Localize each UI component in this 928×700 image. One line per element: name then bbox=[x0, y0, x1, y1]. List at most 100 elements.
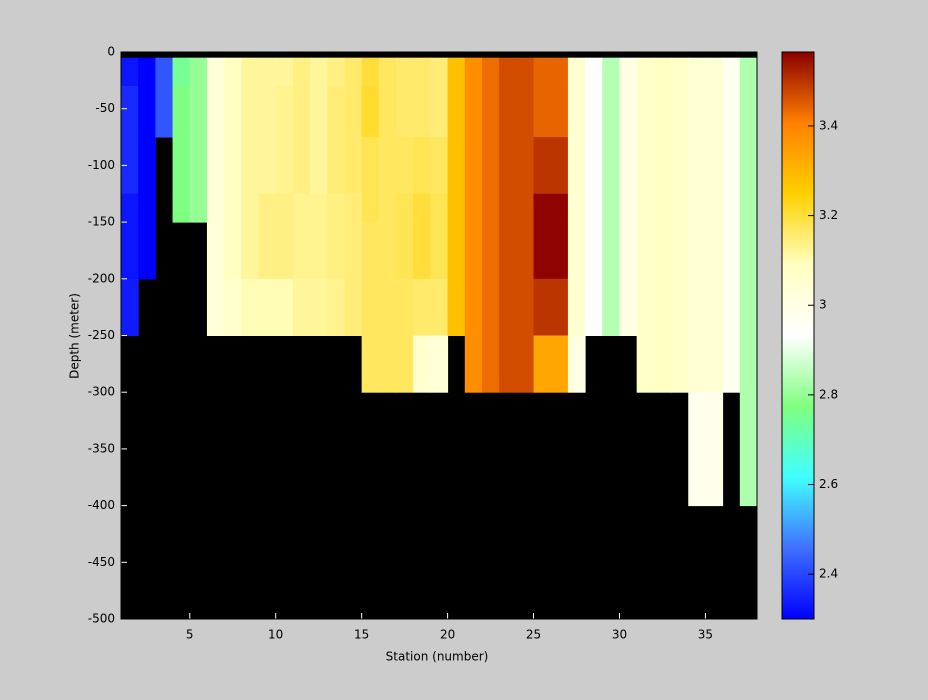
cell bbox=[430, 278, 449, 336]
cell bbox=[499, 137, 517, 195]
cell bbox=[292, 137, 311, 195]
cell bbox=[602, 193, 620, 223]
cell bbox=[688, 335, 706, 393]
cell bbox=[258, 193, 277, 223]
cell bbox=[430, 57, 449, 87]
cell bbox=[585, 57, 603, 87]
cell bbox=[413, 137, 431, 195]
cell bbox=[533, 193, 552, 223]
cell bbox=[516, 335, 535, 393]
cell bbox=[447, 278, 466, 336]
cell bbox=[206, 57, 225, 87]
cell bbox=[464, 335, 483, 393]
cell bbox=[464, 193, 483, 223]
cell bbox=[224, 137, 242, 195]
cell bbox=[481, 222, 500, 280]
y-tick-label: -500 bbox=[88, 612, 115, 626]
cell bbox=[344, 137, 363, 195]
cell bbox=[121, 193, 139, 223]
cell bbox=[327, 57, 345, 87]
cell bbox=[396, 137, 414, 195]
colorbar-tick-label: 2.4 bbox=[819, 567, 838, 581]
cell bbox=[447, 193, 466, 223]
y-tick-label: -150 bbox=[88, 215, 115, 229]
cell bbox=[430, 335, 449, 393]
cell bbox=[430, 222, 449, 280]
cell bbox=[121, 222, 139, 280]
cell bbox=[258, 222, 277, 280]
cell bbox=[705, 57, 724, 87]
cell bbox=[464, 278, 483, 336]
cell bbox=[481, 86, 500, 138]
cell bbox=[258, 57, 277, 87]
cell bbox=[378, 222, 397, 280]
cell bbox=[722, 335, 741, 393]
cell bbox=[241, 193, 260, 223]
cell bbox=[688, 222, 706, 280]
cell bbox=[739, 57, 758, 87]
cell bbox=[430, 137, 449, 195]
cell bbox=[499, 278, 517, 336]
colorbar-tick-label: 3.4 bbox=[819, 118, 838, 132]
cell bbox=[138, 86, 156, 138]
cell bbox=[292, 57, 311, 87]
cell bbox=[206, 137, 225, 195]
cell bbox=[585, 86, 603, 138]
cell bbox=[189, 57, 208, 87]
cell bbox=[636, 57, 655, 87]
cell bbox=[619, 193, 638, 223]
cell bbox=[241, 222, 260, 280]
x-tick-label: 20 bbox=[440, 628, 455, 642]
cell bbox=[722, 57, 741, 87]
cell bbox=[361, 137, 380, 195]
cell bbox=[361, 57, 380, 87]
cell bbox=[121, 86, 139, 138]
cell bbox=[206, 193, 225, 223]
cell bbox=[378, 335, 397, 393]
cell bbox=[550, 335, 569, 393]
cell bbox=[138, 137, 156, 195]
cell bbox=[189, 86, 208, 138]
cell bbox=[567, 335, 586, 393]
cell bbox=[688, 193, 706, 223]
cell bbox=[464, 86, 483, 138]
cell bbox=[464, 57, 483, 87]
cell bbox=[413, 57, 431, 87]
cell bbox=[653, 278, 672, 336]
cell bbox=[602, 57, 620, 87]
cell bbox=[344, 193, 363, 223]
cell bbox=[671, 193, 689, 223]
cell bbox=[378, 278, 397, 336]
cell bbox=[567, 137, 586, 195]
cell bbox=[275, 137, 294, 195]
cell bbox=[241, 137, 260, 195]
cell bbox=[447, 86, 466, 138]
cell bbox=[688, 392, 706, 507]
cell bbox=[206, 86, 225, 138]
cell bbox=[602, 86, 620, 138]
cell bbox=[516, 222, 535, 280]
cell bbox=[121, 57, 139, 87]
cell bbox=[653, 335, 672, 393]
cell bbox=[516, 86, 535, 138]
x-tick-label: 15 bbox=[354, 628, 369, 642]
cell bbox=[739, 193, 758, 223]
cell bbox=[292, 222, 311, 280]
cell bbox=[292, 193, 311, 223]
y-tick-label: -350 bbox=[88, 441, 115, 455]
cell bbox=[688, 137, 706, 195]
cell bbox=[499, 86, 517, 138]
cell bbox=[481, 137, 500, 195]
x-axis-label: Station (number) bbox=[386, 650, 489, 664]
cell bbox=[258, 86, 277, 138]
cell bbox=[310, 86, 328, 138]
cell bbox=[121, 137, 139, 195]
cell bbox=[636, 335, 655, 393]
cell bbox=[481, 193, 500, 223]
cell bbox=[739, 278, 758, 336]
cell bbox=[206, 222, 225, 280]
cell bbox=[636, 278, 655, 336]
cell bbox=[516, 193, 535, 223]
cell bbox=[275, 278, 294, 336]
